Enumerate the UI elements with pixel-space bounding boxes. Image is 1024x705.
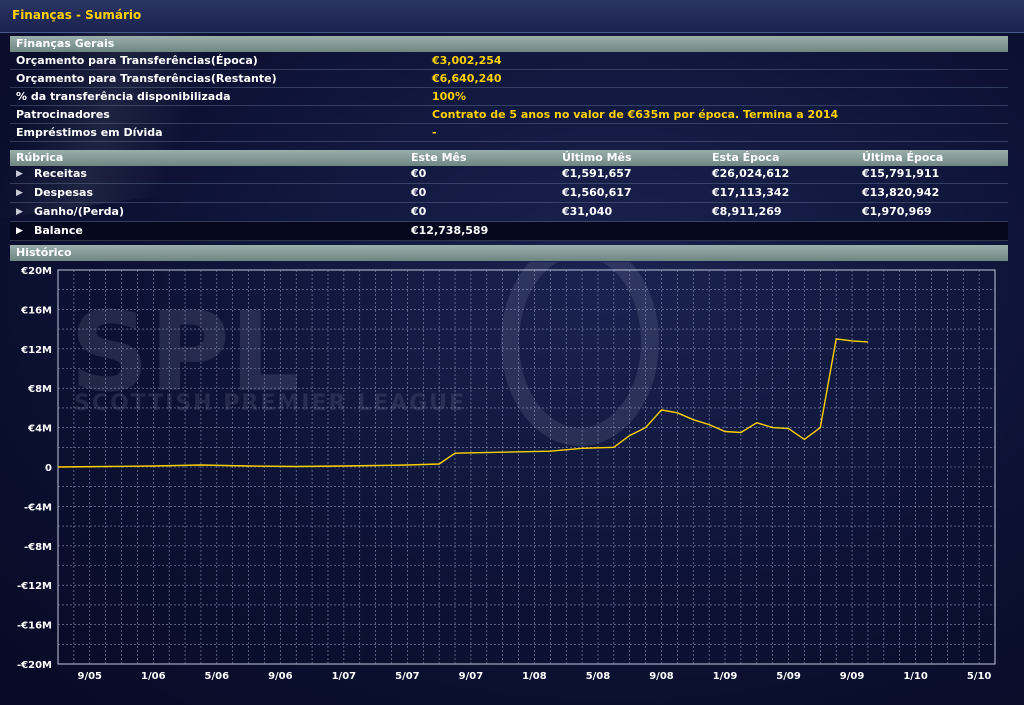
row-name: Ganho/(Perda) — [34, 205, 124, 218]
cell-this-month: €0 — [411, 167, 427, 180]
row-label: Patrocinadores — [16, 108, 110, 121]
x-tick-label: 5/07 — [395, 671, 420, 682]
cell-last-season: €13,820,942 — [862, 186, 940, 199]
x-tick-label: 9/06 — [268, 671, 293, 682]
y-tick-label: €16M — [20, 305, 52, 316]
y-tick-label: -€4M — [24, 502, 52, 513]
y-tick-label: €20M — [20, 266, 52, 277]
expand-arrow-icon[interactable]: ▶ — [16, 188, 23, 198]
expand-arrow-icon[interactable]: ▶ — [16, 226, 23, 236]
row-value: - — [432, 126, 437, 139]
y-tick-label: 0 — [45, 463, 52, 474]
x-tick-label: 1/09 — [713, 671, 738, 682]
row-value: €3,002,254 — [432, 54, 502, 67]
expand-arrow-icon[interactable]: ▶ — [16, 169, 23, 179]
budget-table-header: Rúbrica Este Mês Último Mês Esta Época Ú… — [10, 150, 1008, 166]
x-tick-label: 9/07 — [459, 671, 484, 682]
cell-this-month: €0 — [411, 205, 427, 218]
y-tick-label: -€8M — [24, 542, 52, 553]
row-label: % da transferência disponibilizada — [16, 90, 231, 103]
row-name: Despesas — [34, 186, 93, 199]
x-tick-label: 1/07 — [332, 671, 357, 682]
balance-history-line — [57, 338, 868, 468]
row-label: Orçamento para Transferências(Época) — [16, 54, 258, 67]
cell-last-season: €1,970,969 — [862, 205, 932, 218]
y-tick-label: €8M — [27, 384, 52, 395]
row-label: Orçamento para Transferências(Restante) — [16, 72, 277, 85]
cell-this-season: €26,024,612 — [712, 167, 790, 180]
watermark-subtitle: SCOTTISH PREMIER LEAGUE — [74, 391, 466, 416]
y-tick-label: -€12M — [17, 581, 52, 592]
section-header-general: Finanças Gerais — [10, 36, 1008, 52]
column-header-this-season[interactable]: Esta Época — [712, 151, 780, 164]
section-header-history: Histórico — [10, 245, 1008, 261]
row-value: Contrato de 5 anos no valor de €635m por… — [432, 108, 839, 121]
column-header-last-month[interactable]: Último Mês — [562, 151, 632, 164]
balance-value: €12,738,589 — [411, 224, 489, 237]
x-tick-label: 5/10 — [967, 671, 992, 682]
x-tick-label: 9/05 — [77, 671, 102, 682]
x-tick-label: 1/10 — [903, 671, 928, 682]
row-value: €6,640,240 — [432, 72, 502, 85]
expand-arrow-icon[interactable]: ▶ — [16, 207, 23, 217]
row-value: 100% — [432, 90, 466, 103]
column-header-item[interactable]: Rúbrica — [16, 151, 64, 164]
row-label: Empréstimos em Dívida — [16, 126, 163, 139]
history-chart: SPL SCOTTISH PREMIER LEAGUE €20M €16M €12M… — [10, 238, 1008, 682]
cell-last-month: €1,560,617 — [562, 186, 632, 199]
table-row-profit-loss[interactable]: ▶ Ganho/(Perda) €0 €31,040 €8,911,269 €1… — [10, 203, 1008, 222]
general-row-loans: Empréstimos em Dívida - — [10, 124, 1008, 142]
x-tick-label: 5/08 — [586, 671, 611, 682]
cell-last-month: €1,591,657 — [562, 167, 632, 180]
cell-this-month: €0 — [411, 186, 427, 199]
x-tick-label: 5/06 — [205, 671, 230, 682]
x-tick-label: 9/09 — [840, 671, 865, 682]
general-row-sponsors: Patrocinadores Contrato de 5 anos no val… — [10, 106, 1008, 124]
column-header-this-month[interactable]: Este Mês — [411, 151, 467, 164]
x-tick-label: 5/09 — [776, 671, 801, 682]
table-row-expenses[interactable]: ▶ Despesas €0 €1,560,617 €17,113,342 €13… — [10, 184, 1008, 203]
general-row-season-budget: Orçamento para Transferências(Época) €3,… — [10, 52, 1008, 70]
table-row-income[interactable]: ▶ Receitas €0 €1,591,657 €26,024,612 €15… — [10, 165, 1008, 184]
y-tick-label: -€20M — [17, 660, 52, 671]
y-tick-label: -€16M — [17, 621, 52, 632]
x-tick-label: 9/08 — [649, 671, 674, 682]
general-row-remaining-budget: Orçamento para Transferências(Restante) … — [10, 70, 1008, 88]
cell-this-season: €8,911,269 — [712, 205, 782, 218]
y-tick-label: €12M — [20, 345, 52, 356]
window-title: Finanças - Sumário — [12, 8, 142, 22]
cell-last-season: €15,791,911 — [862, 167, 940, 180]
row-name: Receitas — [34, 167, 87, 180]
row-name: Balance — [34, 224, 83, 237]
general-row-transfer-percent: % da transferência disponibilizada 100% — [10, 88, 1008, 106]
x-tick-label: 1/06 — [141, 671, 166, 682]
history-chart-svg: SPL SCOTTISH PREMIER LEAGUE €20M€16M€12M… — [17, 238, 996, 682]
cell-this-season: €17,113,342 — [712, 186, 790, 199]
cell-last-month: €31,040 — [562, 205, 613, 218]
column-header-last-season[interactable]: Última Época — [862, 151, 944, 164]
title-bar: Finanças - Sumário — [0, 0, 1024, 33]
table-row-balance[interactable]: ▶ Balance €12,738,589 — [10, 222, 1008, 241]
y-tick-label: €4M — [27, 424, 52, 435]
x-tick-label: 1/08 — [522, 671, 547, 682]
